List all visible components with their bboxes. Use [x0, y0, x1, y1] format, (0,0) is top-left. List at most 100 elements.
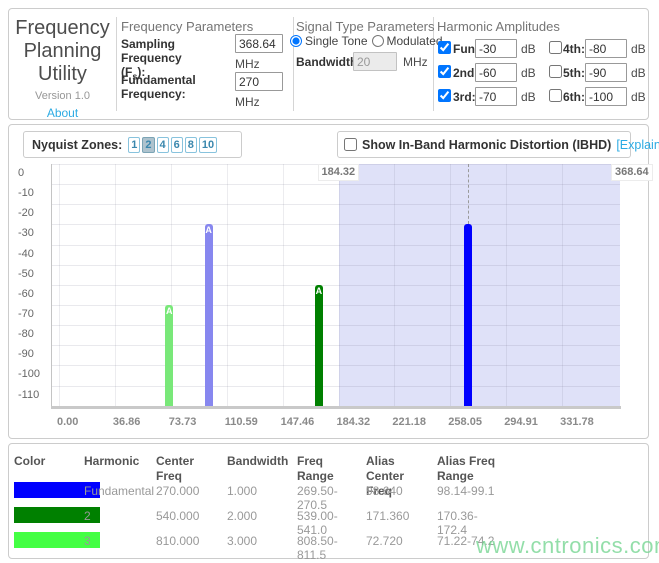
harmonic-6th-checkbox[interactable] — [549, 89, 562, 102]
sampling-frequency-input[interactable] — [235, 34, 283, 53]
table-header-cell: Alias Freq Range — [437, 454, 496, 483]
harmonic-3rd-label: 3rd: — [453, 90, 476, 104]
harmonic-4th-checkbox[interactable] — [549, 41, 562, 54]
harmonic-2nd-checkbox[interactable] — [438, 65, 451, 78]
frequency-parameters-header: Frequency Parameters — [121, 19, 254, 34]
harmonic-color-swatch — [14, 482, 100, 498]
fs-symbol-pre: (F — [121, 65, 133, 80]
bandwidth-label: Bandwidth: — [296, 55, 362, 69]
v-gridline — [170, 164, 172, 406]
table-cell-harmonic: 3 — [84, 534, 91, 548]
h-gridline — [52, 325, 620, 327]
x-tick-label: 184.32 — [336, 416, 371, 428]
h-gridline — [52, 345, 620, 347]
app-title: Frequency Planning Utility — [15, 17, 110, 86]
harmonic-fund-checkbox[interactable] — [438, 41, 451, 54]
harmonic-fund-input[interactable] — [475, 39, 517, 58]
table-header-cell: Bandwidth — [227, 454, 289, 468]
nyquist-zone-button-6[interactable]: 6 — [170, 136, 183, 153]
nyquist-zone-button-4[interactable]: 4 — [156, 136, 169, 153]
table-cell-alias_center_freq: 98.640 — [366, 484, 403, 498]
table-cell-bandwidth: 2.000 — [227, 509, 258, 523]
harmonic-amplitudes-header: Harmonic Amplitudes — [437, 19, 560, 34]
bandwidth-unit: MHz — [403, 55, 428, 69]
table-cell-alias_freq_range: 170.36-172.4 — [437, 509, 478, 537]
radio-label: Single Tone — [305, 34, 368, 48]
watermark: www.cntronics.com — [476, 533, 659, 558]
harmonic-5th-input[interactable] — [585, 63, 627, 82]
v-gridline — [226, 164, 228, 406]
table-header-cell: Harmonic — [84, 454, 140, 468]
harmonic-4th-label: 4th: — [563, 42, 585, 56]
harmonic-fund-unit: dB — [521, 42, 536, 56]
y-tick-label: -90 — [18, 348, 34, 361]
divider — [433, 17, 434, 111]
x-tick-label: 147.46 — [280, 416, 315, 428]
bandwidth-input[interactable] — [353, 52, 397, 71]
nyquist-zones-label-text: Nyquist Zones — [32, 137, 119, 152]
table-cell-freq_range: 539.00-541.0 — [297, 509, 338, 537]
h-gridline — [52, 244, 620, 246]
explain-ibhd-link[interactable]: [Explain IBHD] — [616, 137, 659, 152]
h-gridline — [52, 284, 620, 286]
zone-start-label: 184.32 — [317, 164, 360, 181]
harmonic-2nd-input[interactable] — [475, 63, 517, 82]
table-cell-center_freq: 810.000 — [156, 534, 200, 548]
radio-option-single-tone: Single Tone — [290, 34, 368, 48]
ibhd-box: Show In-Band Harmonic Distortion (IBHD) … — [337, 131, 659, 158]
table-cell-bandwidth: 3.000 — [227, 534, 258, 548]
harmonic-3rd-input[interactable] — [475, 87, 517, 106]
alias-tag-fundamental-alias: A — [205, 225, 212, 236]
divider — [116, 17, 117, 111]
radio-single-tone[interactable] — [290, 35, 302, 47]
harmonic-4th-unit: dB — [631, 42, 646, 56]
sampling-frequency-label: Sampling Frequency (Fs): — [121, 37, 229, 82]
harmonic-6th-label: 6th: — [563, 90, 585, 104]
sampling-frequency-label-text: Sampling Frequency — [121, 37, 182, 66]
y-tick-label: -20 — [18, 207, 34, 220]
radio-label: Modulated — [386, 34, 443, 48]
table-header-cell: Center Freq — [156, 454, 195, 483]
harmonic-5th-checkbox[interactable] — [549, 65, 562, 78]
fundamental-frequency-input[interactable] — [235, 72, 283, 91]
y-tick-label: -50 — [18, 267, 34, 280]
x-tick-label: 221.18 — [392, 416, 427, 428]
nyquist-zone-button-8[interactable]: 8 — [184, 136, 197, 153]
table-header-cell: Freq Range — [297, 454, 334, 483]
nyquist-zone-button-1[interactable]: 1 — [128, 136, 141, 153]
fs-symbol-post: ): — [137, 65, 146, 80]
table-cell-freq_range: 808.50-811.5 — [297, 534, 338, 562]
harmonics-table-panel: Color Harmonic Center Freq Bandwidth Freq Ra… — [8, 443, 649, 562]
x-tick-label: 36.86 — [112, 416, 141, 428]
table-cell-bandwidth: 1.000 — [227, 484, 258, 498]
radio-option-modulated: Modulated — [371, 34, 443, 48]
radio-modulated[interactable] — [371, 35, 384, 47]
chart-x-axis-line — [51, 406, 621, 409]
harmonic-5th-label: 5th: — [563, 66, 585, 80]
y-tick-label: -10 — [18, 187, 34, 200]
zone-end-label: 368.64 — [611, 164, 653, 181]
fs-subscript: s — [132, 71, 138, 82]
h-gridline — [52, 264, 620, 266]
harmonic-4th-input[interactable] — [585, 39, 627, 58]
h-gridline — [52, 365, 620, 367]
about-link[interactable]: About — [46, 105, 79, 120]
table-cell-freq_range: 269.50-270.5 — [297, 484, 338, 512]
ibhd-checkbox[interactable] — [344, 138, 357, 151]
harmonic-5th-unit: dB — [631, 66, 646, 80]
y-tick-label: -60 — [18, 287, 34, 300]
harmonic-3rd-checkbox[interactable] — [438, 89, 451, 102]
y-tick-label: -40 — [18, 247, 34, 260]
nyquist-zone-button-2[interactable]: 2 — [142, 136, 155, 153]
ibhd-label: Show In-Band Harmonic Distortion (IBHD) — [362, 137, 612, 152]
y-tick-label: -70 — [18, 307, 34, 320]
signal-type-options: Single Tone Modulated — [290, 34, 447, 48]
harmonic-6th-input[interactable] — [585, 87, 627, 106]
v-gridline — [562, 164, 564, 406]
app-version: Version 1.0 — [34, 89, 91, 102]
table-cell-center_freq: 540.000 — [156, 509, 200, 523]
nyquist-zone-button-10[interactable]: 10 — [198, 136, 218, 153]
table-cell-alias_center_freq: 171.360 — [366, 509, 410, 523]
v-gridline — [59, 164, 60, 406]
harmonic-2nd-unit: dB — [521, 66, 536, 80]
